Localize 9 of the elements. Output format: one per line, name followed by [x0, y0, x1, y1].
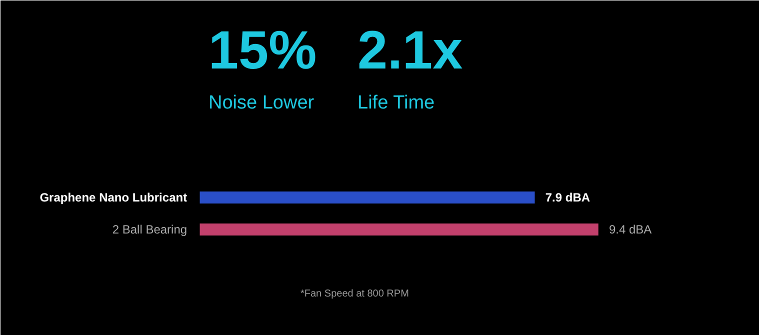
y-tick-label: Graphene Nano Lubricant	[40, 190, 188, 204]
text: Noise Lower	[208, 92, 315, 114]
text: Life Time	[358, 92, 435, 114]
text: *Fan Speed at 800 RPM	[300, 288, 409, 300]
data-label: 7.9 dBA	[545, 190, 590, 204]
y-tick-label: 2 Ball Bearing	[112, 222, 188, 236]
data-label: 9.4 dBA	[608, 222, 652, 236]
text: 2.1x	[358, 20, 463, 80]
text: 15%	[208, 20, 317, 80]
